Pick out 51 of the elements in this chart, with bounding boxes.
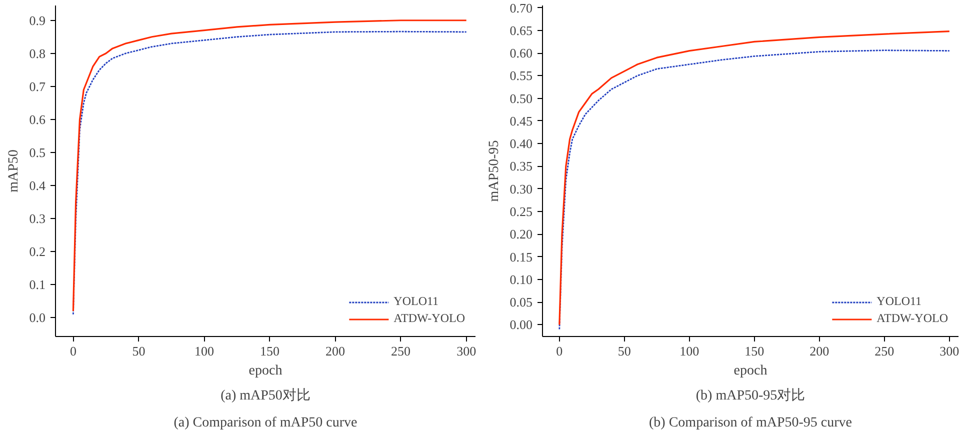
text: (a) Comparison of mAP50 curve [174,416,358,430]
y-tick-label: 0.50 [510,90,532,106]
x-tick-label: 100 [194,344,214,358]
x-axis-title: epoch [734,364,768,378]
y-tick-label: 0.40 [510,136,532,152]
x-tick-label: 150 [744,344,764,358]
y-axis-title: mAP50 [6,150,22,192]
y-tick-label: 0.10 [510,272,532,287]
x-tick-label: 150 [260,344,280,358]
x-tick-label: 200 [326,344,346,358]
x-tick-label: 0 [556,344,563,358]
y-tick-label: 0.20 [510,226,532,242]
y-tick-label: 0.00 [510,317,532,332]
y-tick-label: 0.7 [29,78,46,94]
y-tick-label: 0.45 [510,113,532,128]
y-tick-label: 0.8 [29,46,46,61]
y-tick-label: 0.2 [29,244,46,260]
y-tick-label: 0.35 [510,158,532,174]
y-tick-label: 0.6 [29,112,46,127]
x-tick-label: 250 [391,344,411,358]
x-tick-label: 100 [680,344,700,358]
x-tick-label: 200 [810,344,830,358]
y-tick-label: 0.9 [29,12,46,28]
text: (a) mAP50对比 [220,388,310,404]
y-tick-label: 0.60 [510,46,532,61]
y-axis-title: mAP50-95 [486,140,502,202]
y-tick-label: 0.1 [29,277,46,292]
x-tick-label: 250 [874,344,894,358]
x-axis-title: epoch [248,364,282,378]
y-tick-label: 0.4 [29,178,46,194]
y-tick-label: 0.15 [510,249,532,264]
y-tick-label: 0.0 [29,310,46,326]
legend-label: ATDW-YOLO [394,311,465,326]
legend-label: YOLO11 [876,294,922,309]
x-tick-label: 0 [70,344,76,358]
text: (b) mAP50-95对比 [696,388,806,404]
y-tick-label: 0.25 [510,204,532,220]
y-tick-label: 0.55 [510,68,532,84]
y-tick-label: 0.65 [510,22,532,38]
y-tick-label: 0.30 [510,181,532,196]
y-tick-label: 0.70 [510,0,532,16]
x-tick-label: 50 [618,344,631,358]
x-tick-label: 50 [132,344,146,358]
x-tick-label: 300 [456,344,476,358]
y-tick-label: 0.05 [510,294,532,310]
x-tick-label: 300 [940,344,960,358]
y-tick-label: 0.5 [29,145,46,160]
text: (b) Comparison of mAP50-95 curve [649,416,852,430]
y-tick-label: 0.3 [29,211,46,226]
legend-label: ATDW-YOLO [876,311,948,326]
legend-label: YOLO11 [394,294,439,309]
